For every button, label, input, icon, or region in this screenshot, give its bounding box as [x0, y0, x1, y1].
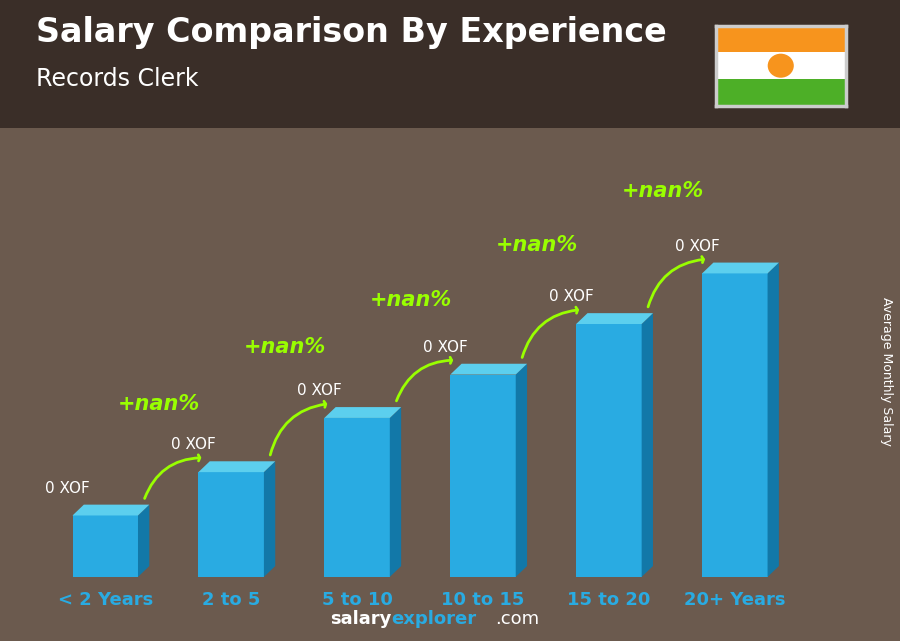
- Polygon shape: [198, 462, 275, 472]
- Bar: [716, 79, 846, 106]
- Text: 0 XOF: 0 XOF: [675, 238, 719, 254]
- Polygon shape: [702, 263, 778, 274]
- Circle shape: [768, 54, 794, 78]
- Text: salary: salary: [330, 610, 392, 628]
- Polygon shape: [264, 462, 275, 577]
- Text: 0 XOF: 0 XOF: [423, 340, 468, 354]
- Text: Average Monthly Salary: Average Monthly Salary: [880, 297, 893, 446]
- Polygon shape: [324, 407, 401, 418]
- Polygon shape: [198, 472, 264, 577]
- Polygon shape: [450, 363, 527, 374]
- Text: .com: .com: [495, 610, 539, 628]
- Text: 0 XOF: 0 XOF: [171, 437, 216, 453]
- Text: +nan%: +nan%: [370, 290, 452, 310]
- Polygon shape: [576, 324, 642, 577]
- Polygon shape: [73, 504, 149, 515]
- Polygon shape: [702, 274, 768, 577]
- Polygon shape: [73, 515, 138, 577]
- Text: 0 XOF: 0 XOF: [45, 481, 90, 495]
- Polygon shape: [138, 504, 149, 577]
- Text: +nan%: +nan%: [118, 394, 200, 414]
- Text: Records Clerk: Records Clerk: [36, 67, 199, 91]
- Polygon shape: [516, 363, 527, 577]
- Text: Salary Comparison By Experience: Salary Comparison By Experience: [36, 16, 667, 49]
- Polygon shape: [576, 313, 653, 324]
- Polygon shape: [450, 374, 516, 577]
- Text: explorer: explorer: [392, 610, 477, 628]
- Text: 0 XOF: 0 XOF: [549, 289, 593, 304]
- Polygon shape: [390, 407, 401, 577]
- Text: +nan%: +nan%: [621, 181, 704, 201]
- Polygon shape: [642, 313, 653, 577]
- Bar: [716, 53, 846, 79]
- Polygon shape: [768, 263, 778, 577]
- Bar: [716, 26, 846, 53]
- Text: +nan%: +nan%: [495, 235, 578, 255]
- Text: 0 XOF: 0 XOF: [297, 383, 342, 398]
- Polygon shape: [324, 418, 390, 577]
- Text: +nan%: +nan%: [244, 337, 326, 356]
